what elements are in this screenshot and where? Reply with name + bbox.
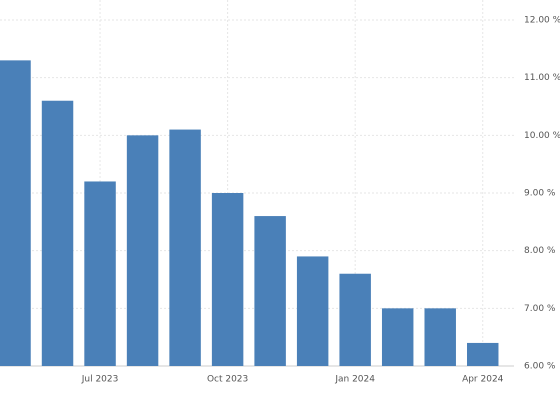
bar <box>84 181 116 366</box>
bar <box>467 342 499 366</box>
bar <box>381 308 414 366</box>
x-tick-label: Jul 2023 <box>81 375 119 385</box>
y-tick-label: 11.00 % <box>524 73 560 83</box>
y-tick-label: 12.00 % <box>524 16 560 26</box>
y-tick-label: 9.00 % <box>524 189 556 199</box>
bar <box>211 193 244 366</box>
x-tick-label: Oct 2023 <box>207 375 248 385</box>
bar <box>339 273 371 366</box>
bar <box>126 135 159 366</box>
y-tick-label: 8.00 % <box>524 246 556 256</box>
bar <box>254 216 286 366</box>
bar <box>169 129 201 366</box>
bar <box>424 308 456 366</box>
y-tick-label: 10.00 % <box>524 131 560 141</box>
bar <box>296 256 329 366</box>
x-tick-label: Apr 2024 <box>462 375 504 385</box>
y-tick-label: 7.00 % <box>524 304 556 314</box>
x-tick-label: Jan 2024 <box>334 375 375 385</box>
bar <box>0 60 31 366</box>
y-tick-label: 6.00 % <box>524 362 556 372</box>
bar <box>41 100 74 366</box>
